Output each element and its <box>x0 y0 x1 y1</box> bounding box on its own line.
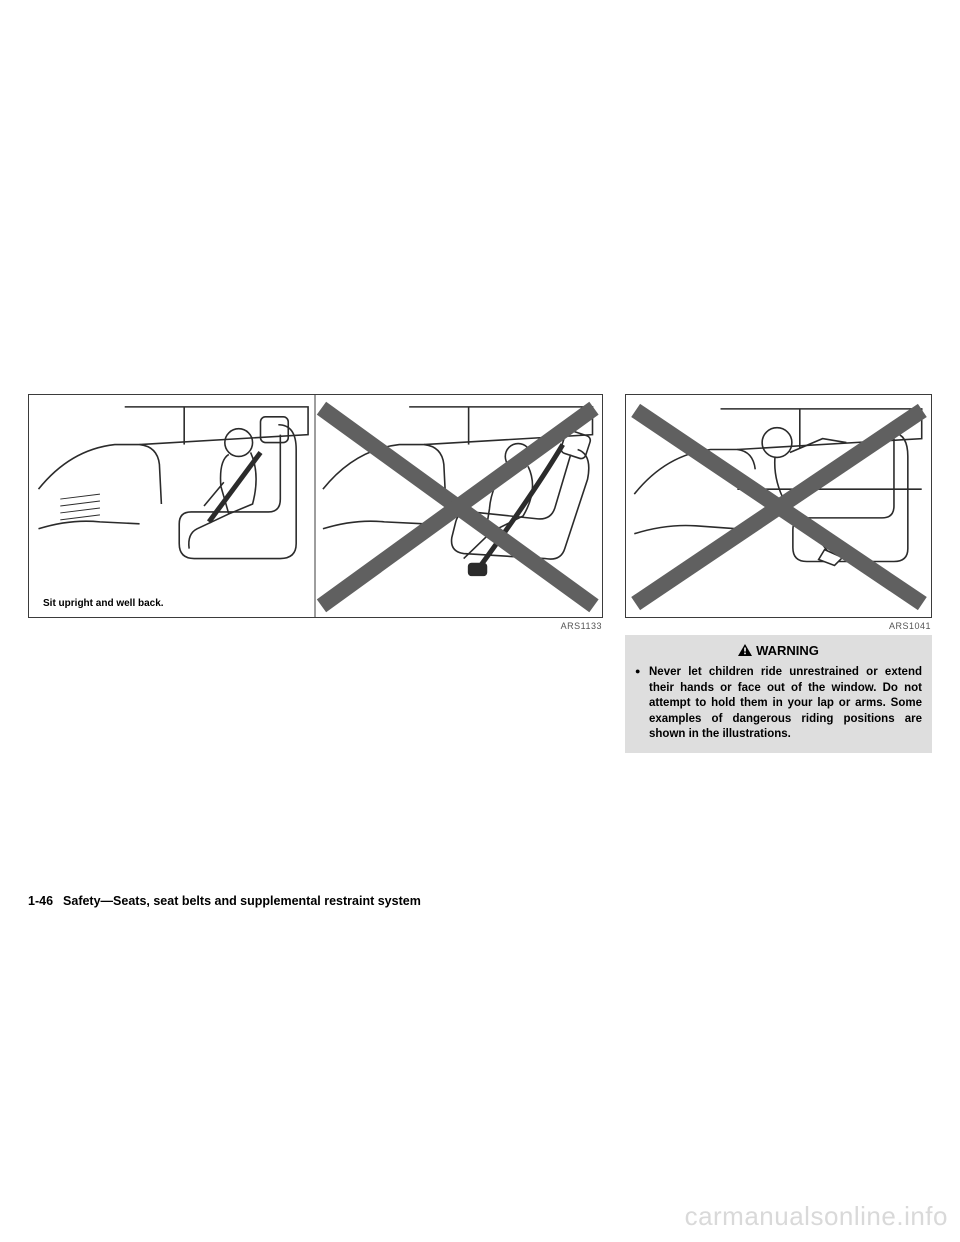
section-title: Safety—Seats, seat belts and supplementa… <box>63 894 421 908</box>
warning-item: Never let children ride unrestrained or … <box>635 665 922 743</box>
page: Sit upright and well back. ARS1133 <box>0 0 960 1242</box>
warning-header: WARNING <box>635 643 922 659</box>
page-footer: 1-46 Safety—Seats, seat belts and supplem… <box>28 894 421 908</box>
illustration-code-left: ARS1133 <box>561 621 602 631</box>
illustration-right: ARS1041 <box>625 394 932 618</box>
warning-label: WARNING <box>756 643 819 658</box>
illustration-left: Sit upright and well back. ARS1133 <box>28 394 603 618</box>
page-number: 1-46 <box>28 894 53 908</box>
warning-box: WARNING Never let children ride unrestra… <box>625 635 932 753</box>
warning-icon <box>738 644 752 659</box>
illustration-caption: Sit upright and well back. <box>43 598 164 609</box>
seat-posture-diagram <box>29 395 602 617</box>
child-window-diagram <box>626 395 931 617</box>
watermark: carmanualsonline.info <box>685 1201 948 1232</box>
warning-list: Never let children ride unrestrained or … <box>635 665 922 743</box>
illustration-code-right: ARS1041 <box>889 621 931 631</box>
illustration-row: Sit upright and well back. ARS1133 <box>28 394 932 618</box>
